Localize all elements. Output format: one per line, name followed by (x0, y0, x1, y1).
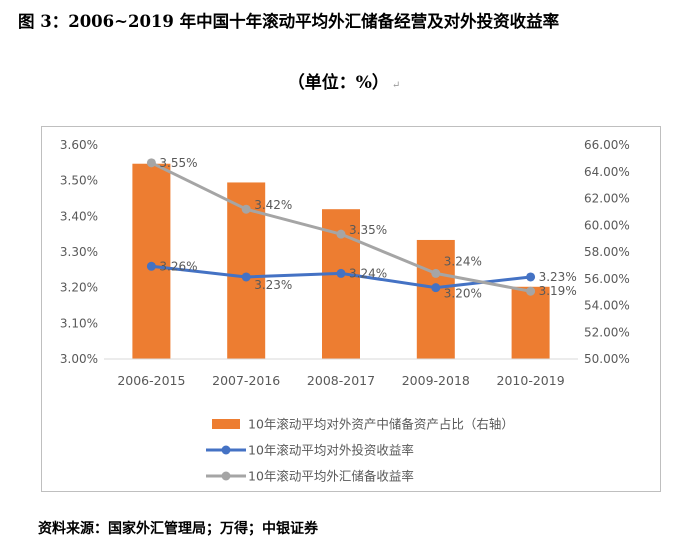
right-axis-tick-label: 60.00% (584, 218, 630, 232)
left-axis-tick-label: 3.60% (60, 138, 98, 152)
x-axis-tick-label: 2010-2019 (497, 373, 565, 388)
x-axis: 2006-2015 2007-2016 2008-2017 2009-2018 2010… (117, 373, 564, 388)
legend-entry: 10年滚动平均外汇储备收益率 (248, 469, 414, 484)
line-point (336, 229, 346, 239)
right-axis-tick-label: 56.00% (584, 272, 630, 286)
paragraph-mark-icon: ↵ (391, 80, 401, 91)
line-point (431, 268, 441, 278)
data-label: 3.20% (444, 287, 482, 301)
legend-swatch-marker (221, 445, 231, 455)
right-axis-tick-label: 62.00% (584, 192, 630, 206)
x-axis-tick-label: 2006-2015 (117, 373, 185, 388)
right-axis-tick-label: 54.00% (584, 299, 630, 313)
data-label: 3.24% (349, 266, 387, 280)
line-point (526, 272, 536, 282)
data-label: 3.26% (159, 259, 197, 273)
figure-title: 图 3：2006~2019 年中国十年滚动平均外汇储备经营及对外投资收益率 (18, 8, 678, 32)
line-series (146, 158, 536, 296)
left-axis-tick-label: 3.30% (60, 245, 98, 259)
data-label: 3.24% (444, 254, 482, 268)
left-axis-tick-label: 3.40% (60, 209, 98, 223)
right-axis: 50.00% 52.00% 54.00% 56.00% 58.00% 60.00% 62.0… (584, 138, 630, 366)
legend: 10年滚动平均对外资产中储备资产占比（右轴） 10年滚动平均对外投资收益率 10年滚… (206, 417, 514, 484)
figure-title-text: 图 3：2006~2019 年中国十年滚动平均外汇储备经营及对外投资收益率 (18, 12, 560, 31)
left-axis-tick-label: 3.10% (60, 316, 98, 330)
data-labels: 3.26% 3.23% 3.24% 3.20% 3.23% 3.55% 3.42% 3.35%… (159, 156, 576, 301)
data-label: 3.23% (254, 278, 292, 292)
line-point (241, 204, 251, 214)
left-axis-tick-label: 3.20% (60, 281, 98, 295)
data-label: 3.55% (159, 156, 197, 170)
bar (416, 239, 455, 359)
right-axis-tick-label: 50.00% (584, 352, 630, 366)
line-point (146, 261, 156, 271)
line-point (336, 268, 346, 278)
unit-label: （单位：%） ↵ (0, 68, 688, 93)
left-axis-tick-label: 3.00% (60, 352, 98, 366)
bar (132, 163, 171, 359)
data-label: 3.42% (254, 198, 292, 212)
bar (511, 286, 550, 359)
left-axis: 3.00% 3.10% 3.20% 3.30% 3.40% 3.50% 3.60% (60, 138, 98, 366)
data-label: 3.23% (539, 270, 577, 284)
legend-entry: 10年滚动平均对外资产中储备资产占比（右轴） (248, 417, 514, 432)
source-note: 资料来源：国家外汇管理局；万得；中银证券 (38, 518, 318, 538)
source-text: 资料来源：国家外汇管理局；万得；中银证券 (38, 521, 318, 537)
right-axis-tick-label: 52.00% (584, 325, 630, 339)
left-axis-tick-label: 3.50% (60, 174, 98, 188)
chart-frame (41, 126, 661, 492)
legend-swatch-marker (221, 471, 231, 481)
legend-entry: 10年滚动平均对外投资收益率 (248, 443, 414, 458)
line-point (431, 283, 441, 293)
line-point (526, 286, 536, 296)
x-axis-tick-label: 2007-2016 (212, 373, 280, 388)
right-axis-tick-label: 64.00% (584, 165, 630, 179)
x-axis-tick-label: 2009-2018 (402, 373, 470, 388)
right-axis-tick-label: 66.00% (584, 138, 630, 152)
line-point (146, 158, 156, 168)
unit-label-text: （单位：%） (287, 73, 389, 93)
legend-swatch-bar (212, 419, 240, 429)
line-point (241, 272, 251, 282)
right-axis-tick-label: 58.00% (584, 245, 630, 259)
data-label: 3.35% (349, 223, 387, 237)
data-label: 3.19% (539, 284, 577, 298)
x-axis-tick-label: 2008-2017 (307, 373, 375, 388)
